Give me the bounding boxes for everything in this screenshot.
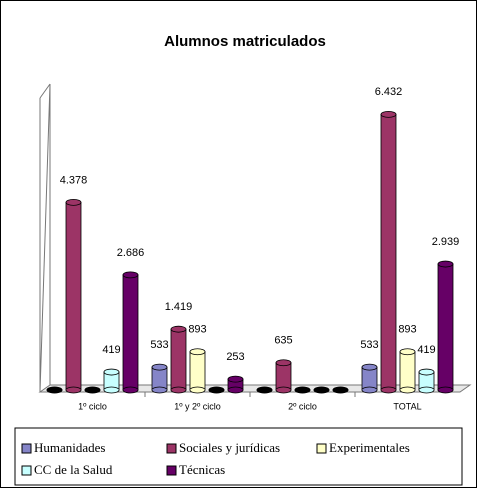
value-label: 4.378 — [60, 174, 88, 186]
bar-top — [294, 386, 311, 394]
bar-body — [65, 201, 82, 391]
bar-body-cover — [381, 389, 396, 390]
y-axis-top — [39, 83, 51, 99]
legend-swatch — [166, 465, 177, 476]
legend-swatch — [166, 443, 177, 454]
bar — [294, 386, 311, 394]
legend-label: Experimentales — [329, 440, 410, 455]
bar — [437, 260, 454, 394]
bar — [332, 386, 349, 394]
legend — [14, 427, 463, 486]
bar-top — [380, 110, 397, 118]
bar-top — [84, 386, 101, 394]
chart-title: Alumnos matriculados — [164, 33, 326, 50]
bar-top — [399, 348, 416, 356]
bar-top — [122, 271, 139, 279]
bar-body-cover — [400, 389, 415, 390]
value-label: 893 — [398, 324, 416, 336]
legend-label: Humanidades — [34, 440, 105, 455]
bar — [170, 325, 187, 394]
bar — [84, 386, 101, 394]
bar — [380, 110, 397, 394]
bar — [189, 348, 206, 394]
bar-body — [361, 366, 378, 391]
bar-top — [151, 363, 168, 371]
bar-top — [418, 368, 435, 376]
bar-body-cover — [419, 389, 434, 390]
bar — [418, 368, 435, 394]
bar — [103, 368, 120, 394]
bar-body-cover — [66, 389, 81, 390]
bar-body — [437, 263, 454, 391]
bar-top — [256, 386, 273, 394]
bar — [151, 363, 168, 394]
bar-top — [275, 359, 292, 367]
bar-body — [122, 274, 139, 391]
value-label: 533 — [360, 339, 378, 351]
value-label: 6.432 — [375, 86, 403, 98]
value-label: 2.939 — [432, 236, 460, 248]
legend-swatch — [21, 465, 32, 476]
bar — [65, 198, 82, 394]
bar-top — [227, 375, 244, 383]
bar — [227, 375, 244, 394]
bar — [208, 386, 225, 394]
value-label: 635 — [274, 335, 292, 347]
bar-body-cover — [362, 389, 377, 390]
legend-swatch — [21, 443, 32, 454]
legend-label: Técnicas — [179, 462, 225, 477]
bar — [399, 348, 416, 394]
bar — [313, 386, 330, 394]
bar-top — [46, 386, 63, 394]
bar-top — [65, 198, 82, 206]
bar-body-cover — [438, 389, 453, 390]
legend-swatch — [316, 443, 327, 454]
x-tick-label: 1º ciclo — [78, 401, 107, 411]
bar-body-cover — [171, 389, 186, 390]
bar-body-cover — [123, 389, 138, 390]
x-tick-label: 2º ciclo — [288, 401, 317, 411]
bar-top — [332, 386, 349, 394]
bar — [275, 359, 292, 394]
bar-top — [361, 363, 378, 371]
bar-body-cover — [228, 389, 243, 390]
value-label: 1.419 — [165, 301, 193, 313]
bar — [361, 363, 378, 394]
legend-label: Sociales y jurídicas — [179, 440, 280, 455]
bar-top — [437, 260, 454, 268]
bar-body — [399, 351, 416, 391]
bar-top — [189, 348, 206, 356]
bar-body — [275, 362, 292, 391]
value-label: 419 — [417, 344, 435, 356]
bar-body-cover — [276, 389, 291, 390]
bar-body-cover — [152, 389, 167, 390]
bar-body — [189, 351, 206, 391]
bar-body-cover — [104, 389, 119, 390]
value-label: 253 — [226, 351, 244, 363]
legend-label: CC de la Salud — [34, 462, 113, 477]
value-label: 893 — [188, 324, 206, 336]
bar-top — [313, 386, 330, 394]
value-label: 533 — [150, 339, 168, 351]
bar — [122, 271, 139, 394]
x-tick-label: TOTAL — [393, 401, 421, 411]
bar — [256, 386, 273, 394]
bar-top — [103, 368, 120, 376]
bar-top — [170, 325, 187, 333]
bar — [46, 386, 63, 394]
x-tick-label: 1º y 2º ciclo — [174, 401, 221, 411]
bar-body — [151, 366, 168, 391]
value-label: 2.686 — [117, 247, 145, 259]
bar-body-cover — [190, 389, 205, 390]
bar-top — [208, 386, 225, 394]
value-label: 419 — [102, 344, 120, 356]
bar-body — [170, 328, 187, 391]
bar-body — [380, 113, 397, 391]
